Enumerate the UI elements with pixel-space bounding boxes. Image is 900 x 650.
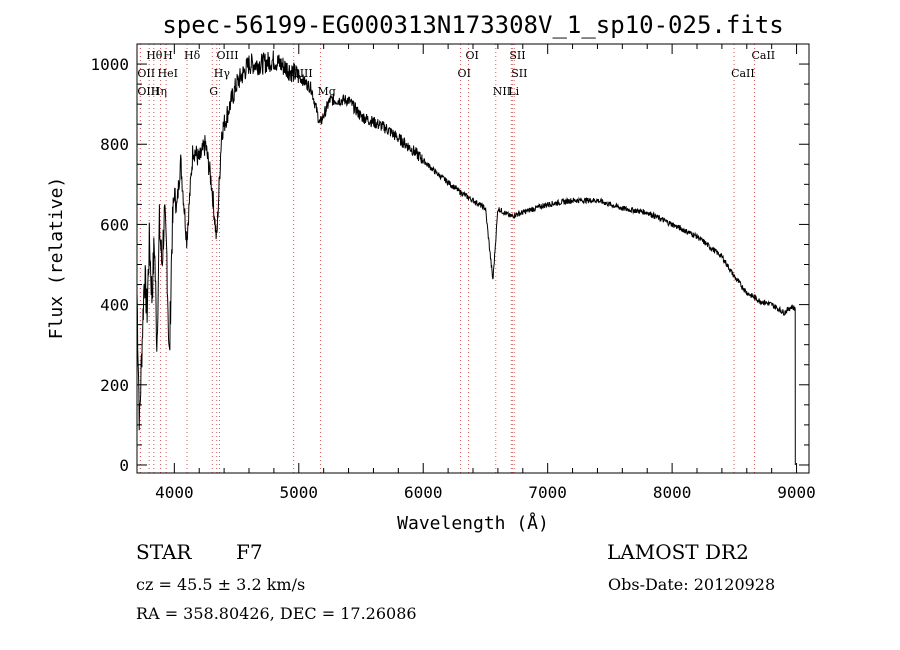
line-marker-label: H [163,49,173,62]
survey-name: LAMOST DR2 [607,540,749,564]
x-axis-label: Wavelength (Å) [397,512,549,534]
y-tick-label: 400 [100,296,129,315]
line-marker-label: G [209,85,218,98]
x-tick-label: 4000 [155,483,194,502]
line-markers [139,44,755,473]
line-marker-label: Hδ [184,49,201,62]
observation-date: Obs-Date: 20120928 [608,575,776,594]
x-axis-ticks: 4000 5000 6000 7000 8000 9000 [155,44,816,502]
line-marker-label: Li [508,85,519,98]
line-marker-label: NII [493,85,511,98]
line-marker-label: Hθ [146,49,163,62]
y-tick-label: 200 [100,376,129,395]
line-marker-label: SII [509,49,525,62]
line-marker-label: Hη [151,85,167,98]
y-tick-label: 800 [100,135,129,154]
spectrum-line [136,50,796,466]
redshift-value: cz = 45.5 ± 3.2 km/s [136,575,306,594]
y-tick-label: 0 [119,456,129,475]
line-marker-label: CaII [751,49,775,62]
y-axis-ticks: 0 200 400 600 800 1000 [90,55,809,475]
line-marker-labels: HθOIIOIIIHHeIHηHδHγGOIIIOIIIMgOIOINIISII… [137,49,775,98]
line-marker-label: OI [458,67,471,80]
line-marker-label: CaII [731,67,755,80]
x-tick-label: 7000 [528,483,567,502]
chart-title: spec-56199-EG000313N173308V_1_sp10-025.f… [162,11,783,39]
line-marker-label: OI [466,49,479,62]
y-tick-label: 600 [100,215,129,234]
object-subclass: F7 [236,540,263,564]
line-marker-label: OIII [217,49,239,62]
line-marker-label: SII [511,67,527,80]
x-tick-label: 5000 [280,483,319,502]
line-marker-label: HeI [158,67,178,80]
line-marker-label: OII [137,67,155,80]
line-marker-label: OIII [137,85,159,98]
y-axis-label: Flux (relative) [46,177,67,340]
x-tick-label: 8000 [653,483,692,502]
y-tick-label: 1000 [90,55,129,74]
x-tick-label: 9000 [777,483,816,502]
coordinates: RA = 358.80426, DEC = 17.26086 [136,604,417,623]
line-marker-label: Mg [318,85,336,98]
plot-frame [136,43,810,474]
x-tick-label: 6000 [404,483,443,502]
line-marker-label: Hγ [214,67,231,80]
object-class: STAR [136,540,192,564]
